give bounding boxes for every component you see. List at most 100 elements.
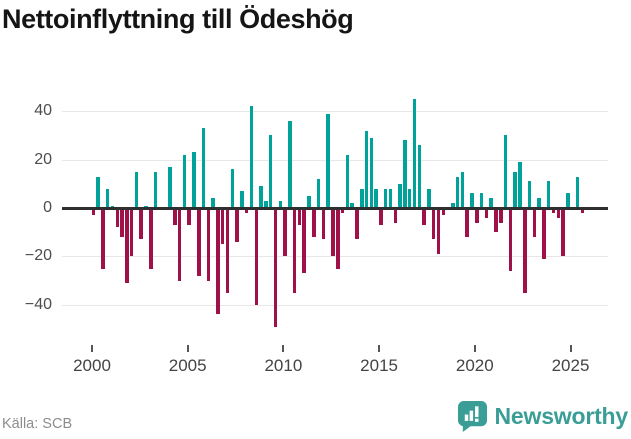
y-tick-label-40: 40 bbox=[34, 102, 52, 120]
plot-area bbox=[62, 88, 608, 348]
newsworthy-logo-text: Newsworthy bbox=[494, 403, 629, 429]
x-tick-label-2010: 2010 bbox=[264, 356, 303, 375]
x-tick-2020 bbox=[473, 345, 476, 352]
bar-2007-q2 bbox=[230, 169, 235, 208]
bar-2004-q3 bbox=[177, 208, 182, 281]
bar-2018-q1 bbox=[436, 208, 441, 254]
bar-2014-q3 bbox=[369, 137, 374, 208]
bar-2015-q3 bbox=[388, 188, 393, 208]
bar-2017-q4 bbox=[431, 208, 436, 240]
newsworthy-speech-bubble-chart-icon bbox=[457, 400, 488, 433]
bar-2022-q2 bbox=[518, 162, 522, 208]
bar-2022-q3 bbox=[523, 208, 527, 293]
source-note: Källa: SCB bbox=[2, 416, 73, 432]
bar-2013-q3 bbox=[350, 203, 354, 208]
zero-baseline bbox=[62, 206, 608, 210]
bar-2013-q2 bbox=[345, 154, 350, 208]
y-tick-label--40: −40 bbox=[24, 295, 52, 313]
bar-2005-q2 bbox=[192, 152, 196, 208]
bar-2017-q2 bbox=[422, 208, 426, 225]
bar-2015-q4 bbox=[393, 208, 398, 223]
bar-2016-q1 bbox=[398, 183, 402, 208]
bar-2011-q3 bbox=[312, 208, 316, 238]
x-tick-2025 bbox=[569, 345, 572, 352]
bar-2000-q2 bbox=[96, 176, 100, 208]
x-tick-2015 bbox=[378, 345, 381, 352]
bar-2005-q1 bbox=[187, 208, 191, 225]
bar-2010-q4 bbox=[297, 208, 302, 225]
bar-2005-q4 bbox=[201, 128, 206, 208]
x-tick-label-2025: 2025 bbox=[551, 356, 590, 375]
bar-2014-q4 bbox=[374, 188, 378, 208]
newsworthy-logo[interactable]: Newsworthy bbox=[457, 400, 628, 433]
bar-2007-q3 bbox=[235, 208, 239, 242]
y-tick-label-20: 20 bbox=[34, 150, 52, 168]
bar-2021-q2 bbox=[499, 208, 503, 223]
x-axis: 2000 2005 2010 2015 2020 2025 bbox=[0, 344, 631, 388]
bar-2000-q4 bbox=[105, 188, 110, 208]
bar-2012-q4 bbox=[336, 208, 340, 269]
bar-2012-q3 bbox=[331, 208, 335, 257]
bar-2014-q2 bbox=[364, 130, 369, 208]
bar-2023-q2 bbox=[537, 198, 541, 208]
chart-title: Nettoinflyttning till Ödeshög bbox=[2, 4, 354, 34]
gridline-40 bbox=[62, 111, 608, 113]
bar-2008-q4 bbox=[259, 186, 263, 208]
bar-2013-q4 bbox=[355, 208, 359, 240]
bar-2006-q3 bbox=[216, 208, 220, 315]
bar-2012-q2 bbox=[326, 113, 330, 208]
bar-2012-q1 bbox=[321, 208, 326, 240]
bar-2016-q2 bbox=[403, 140, 407, 208]
bar-2015-q1 bbox=[379, 208, 383, 225]
bar-2006-q1 bbox=[206, 208, 211, 281]
bar-2009-q3 bbox=[273, 208, 278, 327]
bar-2011-q1 bbox=[302, 208, 306, 274]
bar-2017-q1 bbox=[417, 145, 422, 208]
bar-2001-q4 bbox=[125, 208, 129, 284]
x-tick-2010 bbox=[282, 345, 285, 352]
bar-2017-q3 bbox=[427, 188, 431, 208]
gridline-20 bbox=[62, 159, 608, 161]
bar-2014-q1 bbox=[360, 188, 364, 208]
bar-2008-q2 bbox=[249, 106, 254, 208]
bar-2001-q2 bbox=[115, 208, 120, 228]
bar-2023-q3 bbox=[542, 208, 546, 259]
x-tick-label-2015: 2015 bbox=[360, 356, 398, 375]
bar-2002-q2 bbox=[134, 171, 139, 208]
bar-2003-q1 bbox=[149, 208, 153, 269]
y-axis-labels: 40 20 0 −20 −40 bbox=[0, 88, 52, 348]
bar-2020-q3 bbox=[484, 208, 489, 218]
bar-2001-q3 bbox=[120, 208, 124, 238]
bar-2010-q3 bbox=[292, 208, 297, 293]
bar-2019-q3 bbox=[465, 208, 469, 238]
gridline--20 bbox=[62, 256, 608, 258]
bar-2003-q2 bbox=[153, 171, 158, 208]
bar-2000-q1 bbox=[91, 208, 96, 216]
x-tick-2000 bbox=[91, 345, 93, 352]
bar-2021-q4 bbox=[508, 208, 513, 271]
bar-2002-q3 bbox=[139, 208, 143, 240]
x-tick-label-2005: 2005 bbox=[168, 356, 207, 375]
bar-2019-q1 bbox=[455, 176, 460, 208]
bar-2013-q1 bbox=[340, 208, 345, 213]
bar-2008-q1 bbox=[244, 208, 249, 213]
x-tick-label-2000: 2000 bbox=[73, 356, 111, 375]
bar-2005-q3 bbox=[197, 208, 201, 276]
bar-2021-q1 bbox=[494, 208, 498, 233]
bar-2024-q4 bbox=[566, 193, 570, 208]
bar-2022-q4 bbox=[527, 181, 532, 208]
y-tick-label-0: 0 bbox=[43, 199, 52, 216]
bar-2007-q1 bbox=[225, 208, 230, 293]
bar-2022-q1 bbox=[513, 171, 517, 208]
bar-2019-q4 bbox=[470, 193, 474, 208]
bar-2004-q2 bbox=[173, 208, 177, 225]
bar-2002-q1 bbox=[129, 208, 134, 257]
bar-2020-q2 bbox=[479, 193, 484, 208]
bar-2025-q2 bbox=[575, 176, 580, 208]
bar-2018-q2 bbox=[441, 208, 445, 216]
bar-2006-q4 bbox=[220, 208, 225, 245]
gridline--40 bbox=[62, 304, 608, 306]
bar-2021-q3 bbox=[503, 135, 508, 208]
bar-2016-q4 bbox=[412, 99, 417, 208]
